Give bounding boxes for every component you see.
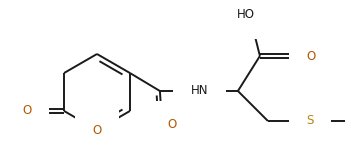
Text: S: S [306,115,313,128]
Text: O: O [92,124,102,137]
Text: HO: HO [237,9,255,22]
Text: O: O [306,49,316,62]
Text: HN: HN [191,84,208,97]
Text: O: O [167,119,177,131]
Text: O: O [22,104,32,117]
